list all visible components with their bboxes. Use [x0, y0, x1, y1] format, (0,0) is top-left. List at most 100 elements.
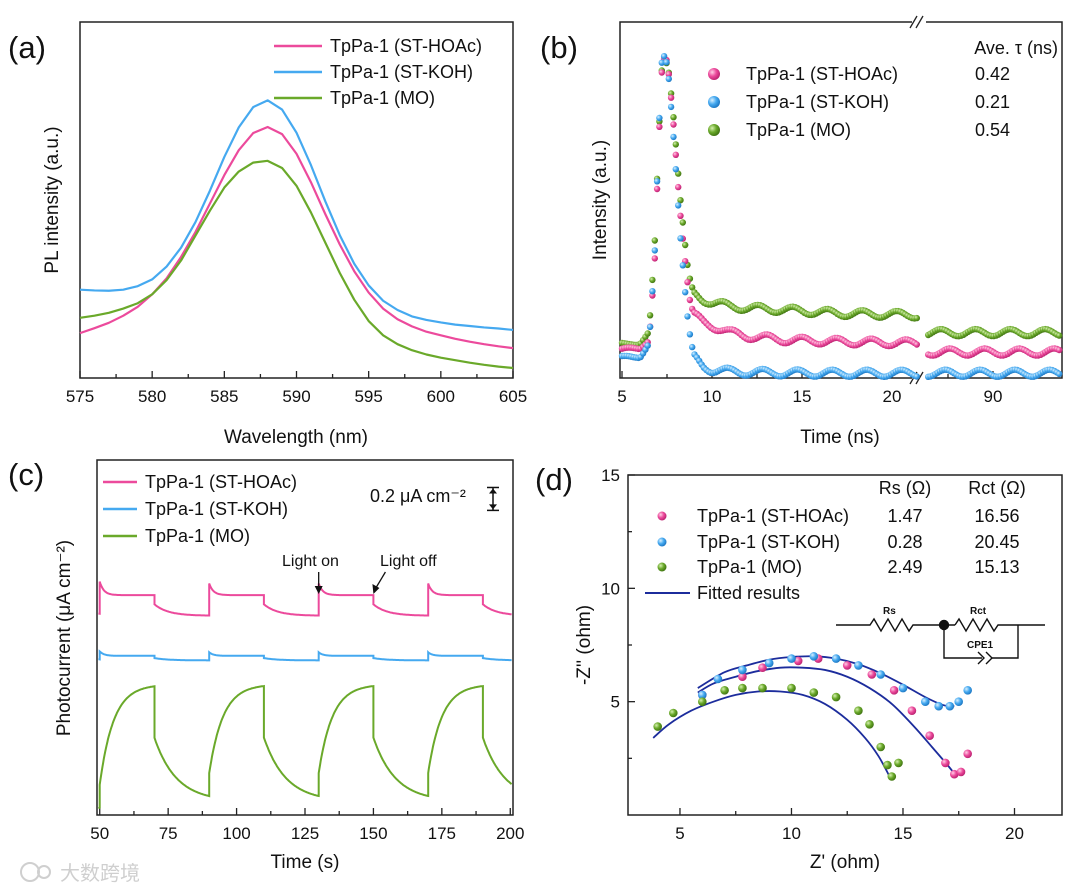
impedance-point-koh — [945, 701, 955, 711]
decay-point-hoac — [653, 185, 661, 193]
impedance-point-koh — [876, 670, 885, 679]
x-tick-label: 15 — [894, 824, 913, 843]
legend-label-fit: Fitted results — [697, 583, 800, 603]
decay-point-hoac — [672, 151, 679, 158]
decay-point-koh — [651, 247, 658, 254]
decay-point-mo — [649, 276, 656, 284]
impedance-point-hoac — [963, 749, 972, 759]
impedance-point-mo — [698, 697, 707, 706]
impedance-point-koh — [713, 674, 723, 684]
impedance-point-hoac — [738, 672, 747, 681]
impedance-point-mo — [831, 692, 841, 702]
legend-header-rct: Rct (Ω) — [968, 478, 1025, 498]
panel-b-trpl-decay: 5 10 15 20 90 Time (ns) Intensity (a.u.) Ave… — [590, 15, 1063, 448]
decay-point-hoac — [675, 183, 682, 191]
y-tick-label: 5 — [611, 693, 620, 712]
x-tick-label: 90 — [984, 387, 1003, 406]
x-tick-label: 125 — [291, 824, 319, 843]
rct-value-koh: 20.45 — [974, 532, 1019, 552]
circuit-wire-return — [992, 625, 1019, 659]
x-tick-label: 20 — [1005, 824, 1024, 843]
decay-point-mo — [670, 114, 677, 121]
legend-label-koh: TpPa-1 (ST-KOH) — [145, 499, 288, 519]
decay-point-koh — [646, 323, 654, 331]
legend-header-rs: Rs (Ω) — [879, 478, 931, 498]
x-tick-label: 100 — [222, 824, 250, 843]
circuit-label-rct: Rct — [970, 606, 987, 617]
circuit-label-cpe: CPE1 — [967, 640, 994, 651]
decay-point-koh — [670, 133, 677, 141]
decay-point-koh — [913, 373, 920, 380]
decay-point-koh — [653, 178, 661, 185]
x-tick-label: 585 — [210, 387, 238, 406]
x-tick-label: 595 — [354, 387, 382, 406]
decay-point-koh — [684, 313, 691, 320]
annotation-light-on: Light on — [282, 553, 339, 570]
decay-point-hoac — [665, 71, 672, 78]
decay-point-koh — [660, 53, 668, 60]
impedance-point-hoac — [907, 706, 917, 715]
decay-point-koh — [663, 59, 670, 66]
impedance-point-mo — [720, 686, 729, 695]
fit-curve-mo — [652, 690, 891, 777]
plot-frame — [619, 21, 1063, 379]
impedance-point-hoac — [925, 731, 934, 740]
decay-point-koh — [658, 59, 665, 66]
impedance-point-mo — [758, 683, 767, 693]
axis-break-marks — [909, 15, 926, 385]
legend: Ave. τ (ns) TpPa-1 (ST-HOAc) TpPa-1 (ST-… — [708, 38, 1058, 140]
circuit-wire-rct — [954, 617, 1045, 633]
decay-point-koh — [686, 331, 694, 338]
impedance-point-mo — [865, 720, 874, 729]
y-axis-label: Photocurrent (μA cm⁻²) — [54, 540, 75, 736]
legend: Rs (Ω) Rct (Ω) TpPa-1 (ST-HOAc) TpPa-1 (… — [645, 478, 1026, 603]
legend-label-hoac: TpPa-1 (ST-HOAc) — [330, 36, 482, 56]
decay-point-mo — [646, 312, 654, 319]
scale-bar — [487, 486, 499, 512]
equivalent-circuit-inset — [836, 617, 1045, 665]
impedance-point-koh — [934, 701, 943, 711]
decay-point-hoac — [656, 123, 663, 130]
x-axis-label: Z' (ohm) — [810, 852, 880, 873]
pl-curve-hoac — [79, 125, 514, 350]
decay-point-hoac — [670, 121, 677, 128]
legend-label-mo: TpPa-1 (MO) — [697, 557, 802, 577]
scale-bar-arrow-up — [489, 488, 497, 494]
y-tick-label: 15 — [601, 466, 620, 485]
x-tick-label: 600 — [427, 387, 455, 406]
decay-point-koh — [672, 166, 679, 173]
x-tick-label: 605 — [499, 387, 527, 406]
rs-value-koh: 0.28 — [887, 532, 922, 552]
panel-label-c: (c) — [8, 457, 44, 492]
annotation-arrows — [314, 571, 386, 594]
x-tick-label: 200 — [496, 824, 524, 843]
legend-label-mo: TpPa-1 (MO) — [746, 120, 851, 140]
impedance-point-mo — [854, 706, 863, 715]
decay-point-hoac — [684, 279, 691, 286]
cpe-symbol-2 — [985, 651, 993, 665]
annotation-light-off: Light off — [380, 553, 437, 570]
impedance-point-koh — [831, 654, 841, 663]
impedance-point-hoac — [941, 758, 950, 768]
tau-value-hoac: 0.42 — [975, 64, 1010, 84]
impedance-point-hoac — [889, 686, 899, 695]
legend-marker-koh — [657, 537, 667, 547]
photocurrent-curve-koh — [98, 649, 512, 662]
impedance-point-koh — [954, 697, 963, 706]
impedance-point-koh — [787, 654, 796, 663]
impedance-point-mo — [887, 772, 897, 781]
decay-point-hoac — [667, 94, 675, 101]
decay-point-koh — [665, 75, 672, 83]
impedance-point-mo — [876, 742, 885, 752]
decay-point-koh — [649, 288, 656, 295]
decay-point-mo — [682, 241, 689, 249]
impedance-point-koh — [809, 652, 819, 661]
impedance-point-mo — [883, 760, 892, 770]
impedance-point-mo — [738, 683, 747, 693]
decay-point-hoac — [686, 296, 694, 304]
decay-point-mo — [1056, 332, 1063, 339]
impedance-point-koh — [698, 690, 707, 700]
x-tick-label: 5 — [617, 387, 626, 406]
x-tick-label: 50 — [90, 824, 109, 843]
